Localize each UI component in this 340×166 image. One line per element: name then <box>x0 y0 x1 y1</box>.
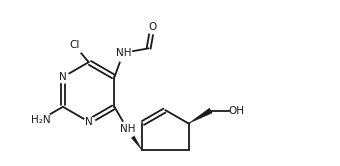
Text: OH: OH <box>228 106 244 116</box>
Text: NH: NH <box>120 124 135 134</box>
Text: H₂N: H₂N <box>31 115 50 125</box>
Text: N: N <box>59 72 67 82</box>
Text: Cl: Cl <box>69 41 80 50</box>
Text: N: N <box>85 117 92 127</box>
Polygon shape <box>125 127 142 150</box>
Text: NH: NH <box>116 48 131 58</box>
Polygon shape <box>188 108 212 124</box>
Text: O: O <box>148 22 157 32</box>
